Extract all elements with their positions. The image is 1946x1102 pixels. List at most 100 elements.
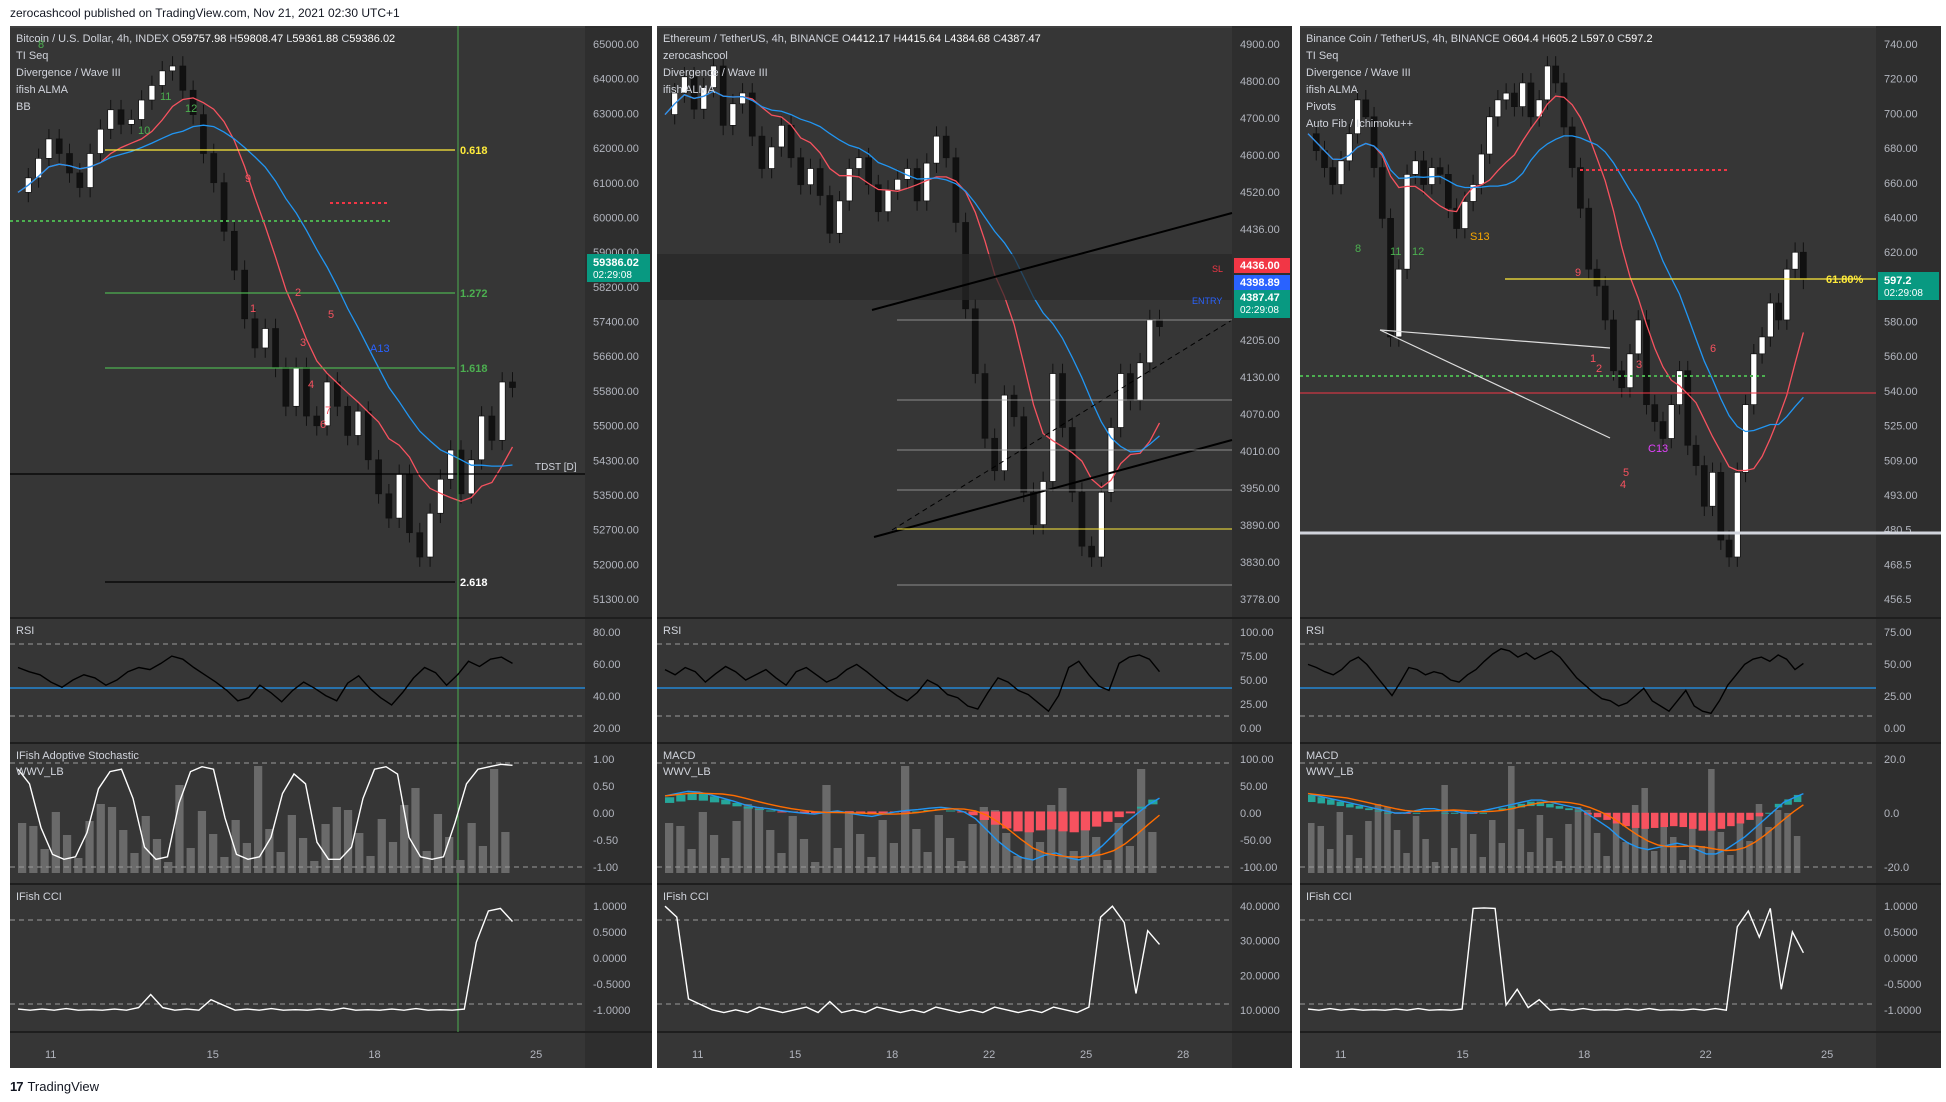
eth-price-tick: 4700.00 (1240, 113, 1280, 125)
candle-body (1453, 207, 1460, 229)
ma-blue-line (1307, 133, 1804, 433)
bnb-rsi-tick: 0.00 (1884, 723, 1905, 735)
volume-bar (687, 849, 696, 873)
volume-bar (721, 858, 730, 873)
candle-body (1626, 353, 1634, 389)
candle-body (292, 367, 300, 407)
zone-label: SL (1212, 264, 1223, 274)
ohlc-label: C (993, 33, 1001, 45)
candle-body (768, 146, 776, 169)
bnb-price-tick: 640.00 (1884, 212, 1918, 224)
macd-histogram-bar (1612, 812, 1621, 824)
bnb-osc-tick: 0.0 (1884, 808, 1899, 820)
volume-bar (1631, 805, 1639, 873)
macd-histogram-bar (878, 811, 888, 814)
seq-count-label: 9 (1575, 267, 1581, 279)
macd-histogram-bar (1574, 810, 1583, 812)
osc-label: MACD (663, 750, 695, 762)
candle-body (1461, 201, 1469, 229)
seq-count-label: 2 (295, 287, 301, 299)
volume-bar (990, 810, 1000, 873)
candle-body (488, 415, 496, 441)
volume-bar (467, 823, 476, 873)
candle-body (1088, 545, 1095, 558)
volume-bar (743, 804, 752, 873)
volume-bar (107, 807, 117, 873)
volume-bar (1327, 849, 1334, 873)
countdown-label: 02:29:08 (1240, 305, 1279, 316)
volume-bar (957, 861, 966, 873)
btc-osc-tick: 0.50 (593, 781, 614, 793)
eth-rsi-tick: 75.00 (1240, 651, 1268, 663)
volume-bar (141, 816, 150, 873)
btc-price-tick: 61000.00 (593, 178, 639, 190)
bnb-price-tick: 680.00 (1884, 143, 1918, 155)
volume-bar (1412, 816, 1420, 873)
candle-body (1156, 319, 1163, 327)
macd-histogram-bar (1374, 810, 1383, 812)
tradingview-footer[interactable]: 17 TradingView (10, 1079, 99, 1094)
candle-body (478, 415, 485, 461)
candle-body (1117, 373, 1125, 428)
indicator-label: Auto Fib / Ichimoku++ (1306, 118, 1413, 130)
indicator-label: Pivots (1306, 101, 1336, 113)
candle-body (1059, 373, 1066, 428)
candle-body (710, 65, 717, 88)
trendline-lower (873, 439, 1233, 538)
macd-histogram-bar (1631, 812, 1640, 828)
ohlc-value: 4384.68 (950, 33, 993, 45)
candle-body (1502, 92, 1510, 101)
volume-bar (1784, 813, 1791, 873)
ohlc-value: 605.2 (1550, 33, 1581, 45)
volume-bar (478, 846, 488, 873)
volume-bar (709, 835, 719, 873)
btc-price-tick: 51300.00 (593, 594, 639, 606)
x-axis-tick: 18 (368, 1049, 380, 1061)
ohlc-label: H (229, 33, 237, 45)
fib-level-label: 1.618 (460, 363, 488, 375)
btc-price-tick: 53500.00 (593, 490, 639, 502)
candle-body (1436, 167, 1444, 175)
candle-body (1370, 116, 1378, 168)
osc-label-2: WWV_LB (663, 766, 711, 778)
eth-price-tick: 3950.00 (1240, 483, 1280, 495)
candle-body (1345, 133, 1353, 162)
volume-bar (62, 835, 72, 873)
candle-body (1552, 65, 1560, 84)
volume-bar (1403, 853, 1410, 873)
bnb-cci-tick: 0.5000 (1884, 927, 1918, 939)
x-axis-bg (10, 1033, 585, 1068)
candle-body (241, 269, 248, 320)
candle-body (1486, 116, 1493, 155)
macd-histogram-bar (1565, 808, 1573, 811)
candle-body (1494, 99, 1502, 118)
last-price-tag (1878, 272, 1939, 300)
macd-histogram-bar (1717, 812, 1726, 829)
candle-body (45, 138, 53, 159)
btc-price-tick: 60000.00 (593, 212, 639, 224)
macd-line (1307, 792, 1804, 855)
candle-body (148, 85, 156, 101)
ohlc-value: 59361.88 (292, 33, 341, 45)
candle-body (1758, 336, 1766, 355)
candle-body (272, 328, 279, 368)
volume-bar (1727, 855, 1734, 873)
volume-bar (1137, 769, 1146, 873)
macd-histogram-bar (665, 797, 675, 803)
bnb-price-tick: 720.00 (1884, 74, 1918, 86)
volume-bar (1460, 811, 1467, 873)
ohlc-value: 597.2 (1625, 33, 1653, 45)
candle-body (210, 153, 218, 184)
candle-body (836, 200, 843, 234)
candle-body (826, 195, 834, 234)
candle-body (55, 138, 63, 154)
seq-count-label: 2 (1596, 363, 1602, 375)
candle-body (845, 168, 853, 202)
volume-bar (867, 857, 876, 873)
macd-histogram-bar (1498, 808, 1507, 811)
macd-histogram-bar (1508, 806, 1516, 809)
candle-body (1420, 160, 1427, 185)
eth-osc-tick: 100.00 (1240, 754, 1274, 766)
eth-price-tick: 4600.00 (1240, 150, 1280, 162)
volume-bar (1603, 856, 1610, 873)
